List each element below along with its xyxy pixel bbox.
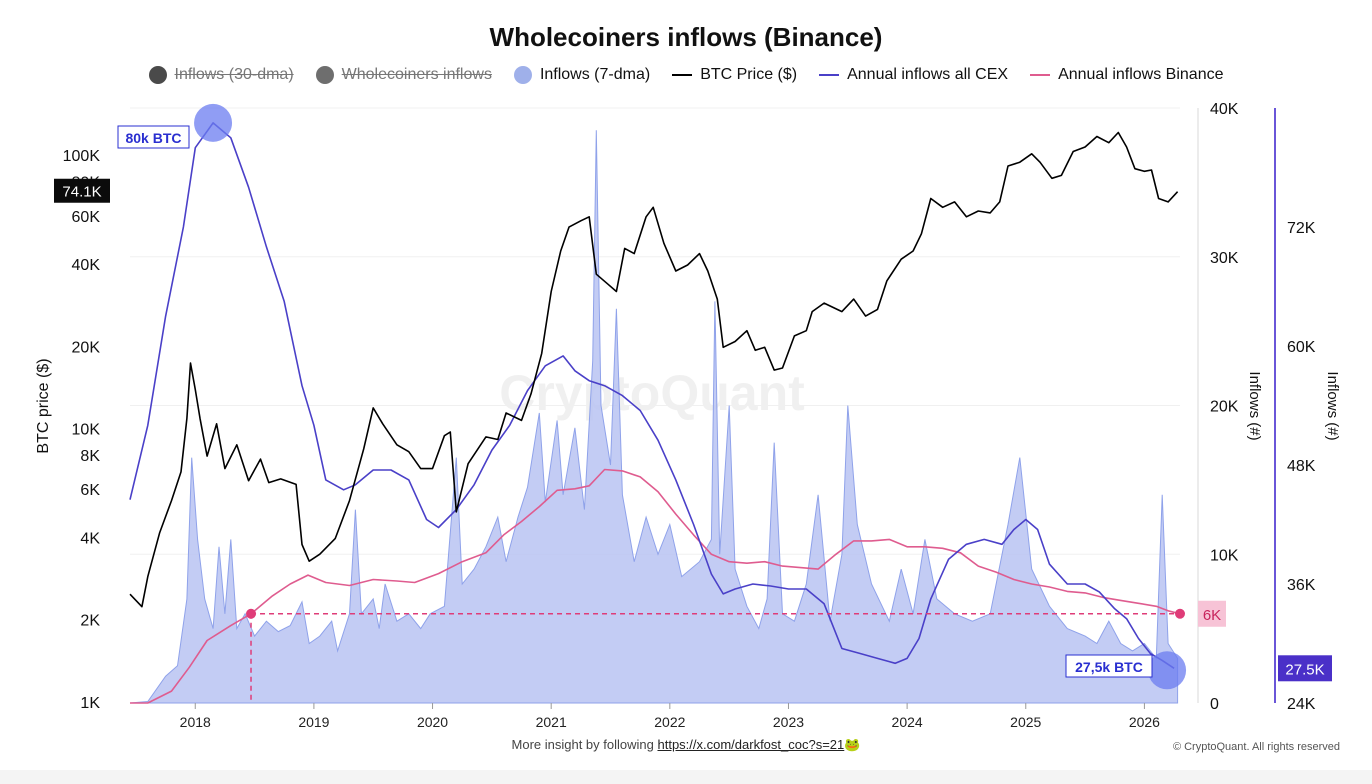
- y-right2-axis-title: Inflows (#): [1324, 371, 1341, 440]
- legend-label: Wholecoiners inflows: [341, 66, 492, 83]
- y-left-tick-label: 8K: [80, 448, 100, 465]
- legend-dot-icon: [315, 66, 334, 84]
- legend-line-icon: [819, 74, 840, 76]
- price-current-badge: [54, 178, 110, 203]
- y-right2-tick-label: 48K: [1287, 458, 1316, 475]
- chart-title: Wholecoiners inflows (Binance): [489, 22, 883, 52]
- y-right2-tick-label: 72K: [1287, 220, 1316, 237]
- y-right-tick-label: 20K: [1210, 399, 1239, 416]
- y-right-tick-label: 40K: [1210, 101, 1239, 118]
- legend-line-icon: [1030, 74, 1051, 76]
- legend-item[interactable]: Wholecoiners inflows: [315, 66, 492, 84]
- series-line-btc-price: [129, 131, 1179, 608]
- frog-emoji-icon: 🐸: [844, 737, 861, 752]
- binance-current-badge: [1198, 600, 1226, 627]
- legend-dot-icon: [148, 66, 167, 84]
- x-tick-label: 2022: [654, 714, 685, 730]
- legend-label: Annual inflows all CEX: [847, 66, 1009, 83]
- legend-item[interactable]: Annual inflows Binance: [1030, 66, 1224, 84]
- x-tick-label: 2019: [298, 714, 329, 730]
- legend-label: BTC Price ($): [700, 66, 798, 83]
- cex-current-label: 27.5K: [1285, 661, 1324, 678]
- annotation-27-5k-btc: 27,5k BTC: [1075, 659, 1143, 675]
- y-left-tick-label: 100K: [63, 148, 101, 165]
- y-left-tick-label: 2K: [80, 613, 100, 630]
- peak-highlight-circle: [194, 103, 233, 142]
- series-line-annual-all-cex: [129, 122, 1175, 669]
- annotation-box: [1065, 654, 1153, 678]
- y-left-tick-label: 60K: [72, 209, 101, 226]
- footer-text: More insight by following: [511, 737, 658, 752]
- footer-link[interactable]: https://x.com/darkfost_coc?s=21: [657, 737, 845, 752]
- x-tick-label: 2020: [417, 714, 448, 730]
- watermark: CryptoQuant: [499, 365, 805, 421]
- y-left-tick-label: 1K: [80, 695, 100, 712]
- legend-item[interactable]: Annual inflows all CEX: [819, 66, 1008, 84]
- reference-start-dot: [246, 608, 257, 619]
- annotation-80k-btc: 80k BTC: [125, 130, 181, 146]
- x-tick-label: 2024: [892, 714, 923, 730]
- y-right-tick-label: 0: [1210, 696, 1219, 713]
- y-left-axis-title: BTC price ($): [35, 358, 52, 453]
- annotation-box: [117, 125, 190, 149]
- binance-current-label: 6K: [1203, 607, 1221, 624]
- series-line-annual-binance: [130, 468, 1181, 704]
- legend-label: Inflows (7-dma): [539, 66, 651, 83]
- y-right-tick-label: 10K: [1210, 547, 1239, 564]
- x-tick-label: 2025: [1010, 714, 1041, 730]
- legend-item[interactable]: Inflows (30-dma): [148, 66, 294, 84]
- y-right-tick-label: 30K: [1210, 250, 1239, 267]
- y-right2-tick-label: 24K: [1287, 696, 1316, 713]
- footer-insight: More insight by following https://x.com/…: [0, 737, 1372, 753]
- x-tick-label: 2018: [180, 714, 211, 730]
- end-highlight-circle: [1148, 651, 1187, 690]
- bottom-bar: [0, 770, 1372, 784]
- legend-label: Inflows (30-dma): [174, 66, 294, 83]
- legend-item[interactable]: BTC Price ($): [672, 66, 797, 84]
- cex-current-badge: [1278, 655, 1332, 682]
- y-right2-tick-label: 36K: [1287, 577, 1316, 594]
- chart-legend: Inflows (30-dma) Wholecoiners inflows Infl…: [0, 66, 1372, 84]
- y-left-tick-label: 10K: [72, 422, 101, 439]
- y-right-axis-title: Inflows (#): [1246, 371, 1263, 440]
- y-left-tick-label: 20K: [72, 339, 101, 356]
- legend-dot-icon: [513, 66, 532, 84]
- legend-item[interactable]: Inflows (7-dma): [513, 66, 651, 84]
- y-right2-tick-label: 60K: [1287, 339, 1316, 356]
- y-left-tick-label: 40K: [72, 257, 101, 274]
- y-left-tick-label: 4K: [80, 530, 100, 547]
- x-tick-label: 2021: [536, 714, 567, 730]
- reference-end-dot: [1175, 608, 1185, 619]
- y-left-tick-label: 6K: [80, 482, 100, 499]
- copyright-notice: © CryptoQuant. All rights reserved: [1172, 741, 1340, 753]
- price-current-label: 74.1K: [62, 184, 101, 201]
- legend-line-icon: [672, 74, 693, 76]
- x-tick-label: 2026: [1129, 714, 1160, 730]
- x-tick-label: 2023: [773, 714, 804, 730]
- legend-label: Annual inflows Binance: [1058, 66, 1224, 83]
